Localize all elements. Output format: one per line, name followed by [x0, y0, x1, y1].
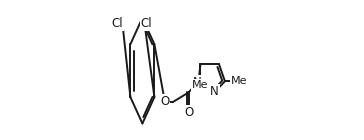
- Text: O: O: [184, 106, 193, 119]
- Text: N: N: [193, 76, 202, 89]
- Text: N: N: [210, 85, 219, 98]
- Text: O: O: [160, 95, 170, 108]
- Text: Cl: Cl: [111, 17, 123, 30]
- Text: Cl: Cl: [141, 17, 152, 30]
- Text: Me: Me: [192, 80, 209, 90]
- Text: Me: Me: [231, 76, 248, 86]
